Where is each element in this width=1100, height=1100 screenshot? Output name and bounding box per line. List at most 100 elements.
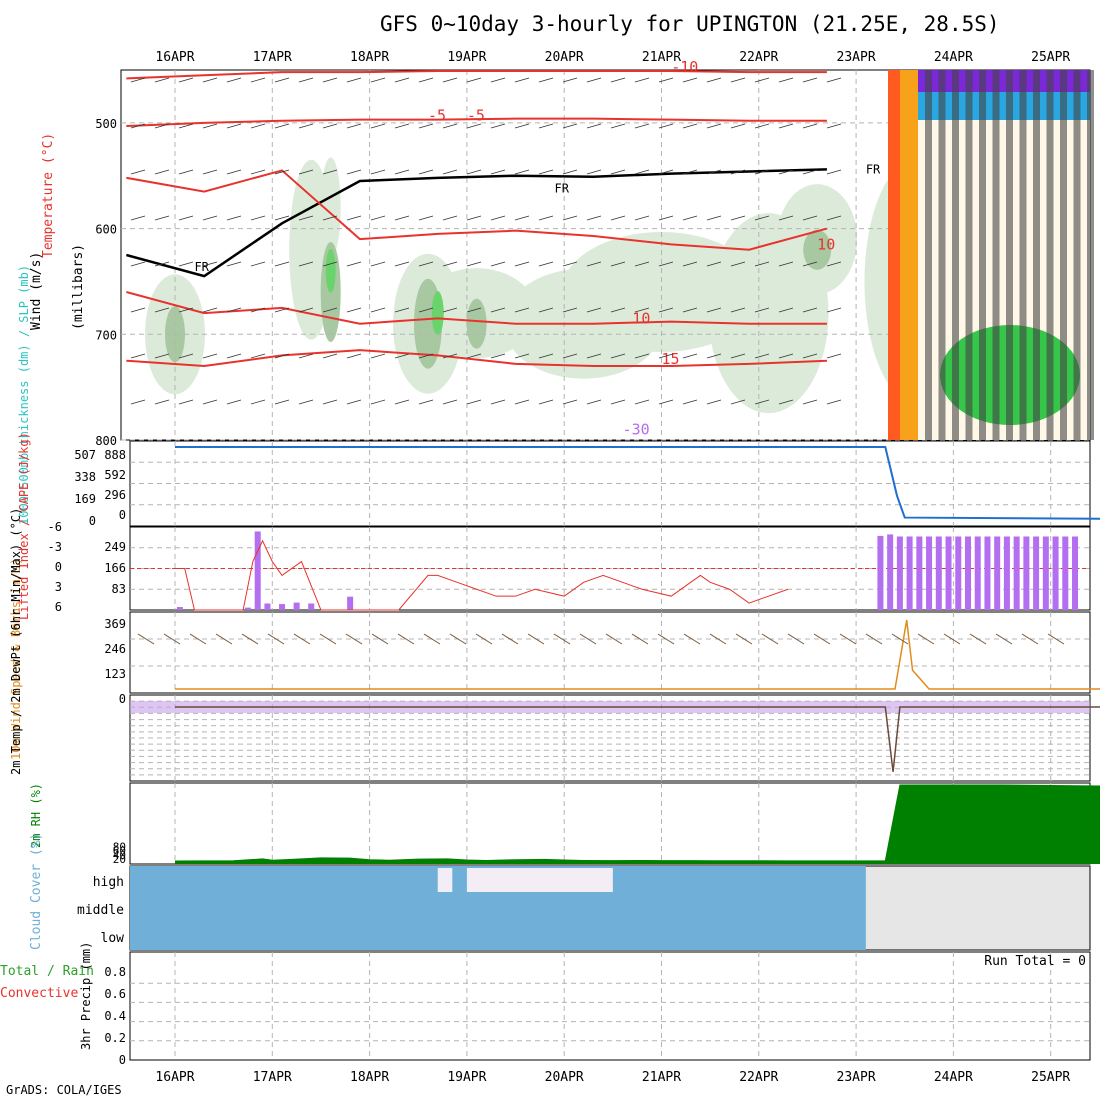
li-ylabel: Lifted Index / CAPE (J/kg) [17, 432, 31, 620]
wind-barb [730, 123, 746, 129]
wind-barb [802, 261, 818, 267]
wind-barb [202, 353, 218, 359]
wind-barb [346, 353, 362, 359]
wind-barb [658, 77, 674, 83]
rh2m-tick: 60 [113, 845, 126, 858]
wind-barb [274, 399, 290, 405]
isotherm-line-15 [126, 349, 827, 368]
wind-barb [154, 261, 170, 267]
precip-legend-conv: Convective [0, 986, 78, 1001]
precip-tick: 0.8 [104, 965, 126, 979]
isotherm-label: 10 [817, 236, 835, 254]
wind-barb [394, 399, 410, 405]
wind-barb-10m [449, 633, 467, 645]
slp-line [175, 446, 1100, 520]
cape-bar [176, 607, 183, 610]
wind-barb [778, 123, 794, 129]
wind-barb [706, 215, 722, 221]
wind-barb [730, 353, 746, 359]
wind-barb [706, 169, 722, 175]
x-tick-label-bottom: 19APR [447, 1070, 486, 1085]
wind-barb [202, 215, 218, 221]
cross-section-ylabel: (millibars) [71, 244, 86, 330]
wind-barb [754, 399, 770, 405]
isotherm-line--5 [126, 117, 827, 128]
cape-bar [1033, 536, 1040, 610]
wind-barb [610, 307, 626, 313]
thickness-tick: 507 [74, 448, 96, 462]
wind-barb [322, 77, 338, 83]
wind-barb [514, 123, 530, 129]
wind-barb [634, 353, 650, 359]
wind-barb [826, 353, 842, 359]
wind-barb [394, 123, 410, 129]
wind-barb-10m [137, 633, 155, 645]
isotherm-label: -30 [623, 421, 650, 439]
x-tick-label-top: 17APR [253, 50, 292, 65]
anomaly-barb-column [1087, 70, 1094, 440]
wind-barb-10m [839, 633, 857, 645]
precip-tick: 0.6 [104, 987, 126, 1001]
isotherm-label: -10 [671, 58, 698, 76]
wind-barb [490, 215, 506, 221]
wind-barb [538, 399, 554, 405]
wind-barb [130, 261, 146, 267]
wind-barb [490, 399, 506, 405]
wind-barb [802, 307, 818, 313]
wind-barb [250, 353, 266, 359]
wind-barb [370, 77, 386, 83]
cape-bar [279, 604, 286, 610]
x-tick-label-top: 20APR [545, 50, 584, 65]
x-tick-label-bottom: 23APR [837, 1070, 876, 1085]
wind-barb [802, 123, 818, 129]
x-tick-label-bottom: 24APR [934, 1070, 973, 1085]
wind-barb [730, 77, 746, 83]
wind-barb [514, 215, 530, 221]
wind-barb [682, 215, 698, 221]
wind-barb [658, 215, 674, 221]
wind-barb [610, 353, 626, 359]
wind-barb-10m [475, 633, 493, 645]
wind-barb [274, 169, 290, 175]
precip-tick: 0.2 [104, 1031, 126, 1045]
x-tick-label-top: 23APR [837, 50, 876, 65]
wind-barb-10m [189, 633, 207, 645]
wind-barb [682, 353, 698, 359]
wind-barb [490, 353, 506, 359]
wind-barb-10m [163, 633, 181, 645]
wind-barb [586, 123, 602, 129]
cape-bar [1023, 536, 1030, 610]
wind-barb [538, 261, 554, 267]
wind-barb [274, 123, 290, 129]
wind-barb [226, 261, 242, 267]
wind-barb [802, 215, 818, 221]
wind-barb [682, 399, 698, 405]
wind-barb [658, 123, 674, 129]
wind-barb [154, 169, 170, 175]
freezing-label: FR [194, 260, 209, 274]
wind-barb [490, 169, 506, 175]
cloud-ylabel: Cloud Cover (%) [29, 833, 44, 950]
x-tick-label-top: 21APR [642, 50, 681, 65]
wind-barb-10m [865, 633, 883, 645]
wind-barb [250, 123, 266, 129]
cloud-gap [437, 868, 453, 892]
wind-barb [538, 123, 554, 129]
cape-bar [1042, 536, 1049, 610]
wind-barb [466, 215, 482, 221]
wind-barb [538, 353, 554, 359]
wind-barb [442, 123, 458, 129]
cape-bar [1052, 536, 1059, 610]
wind-barb [610, 169, 626, 175]
wind-barb-10m [423, 633, 441, 645]
wind-barb [298, 215, 314, 221]
wind-barb [298, 123, 314, 129]
wind-barb [418, 307, 434, 313]
cape-bar [1072, 536, 1079, 610]
rh2m-area [175, 785, 1100, 864]
wind-barb [130, 353, 146, 359]
anomaly-front [888, 70, 900, 440]
wind-ylabel: 10m Wind Speed & Barbs (m/s) [9, 558, 23, 760]
wind-barb [298, 307, 314, 313]
wind-barb [418, 261, 434, 267]
